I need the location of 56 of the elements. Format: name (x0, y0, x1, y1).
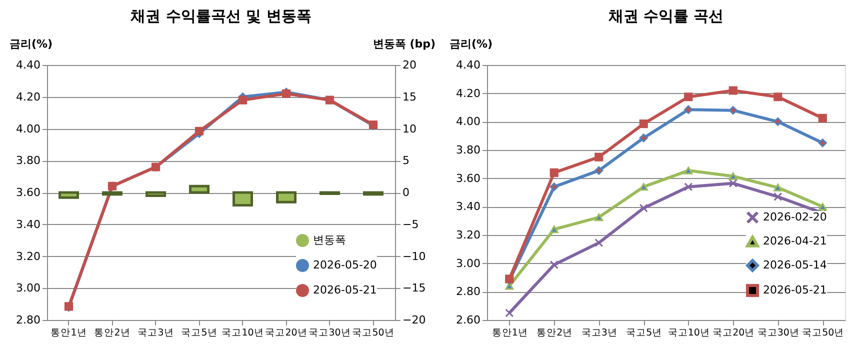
y2-tick-label: 0 (402, 186, 410, 199)
legend-label: 변동폭 (313, 234, 346, 246)
x-tick-label: 국고30년 (308, 328, 351, 338)
y-tick-label: 3.00 (456, 256, 480, 270)
y-tick-label: 4.40 (16, 58, 40, 72)
y-axis-title: 금리(%) (10, 38, 53, 50)
y-tick-label: 3.00 (16, 282, 40, 295)
y-tick-label: 2.80 (16, 314, 40, 326)
y2-tick-label: 10 (402, 122, 416, 136)
chart-title: 채권 수익률 곡선 (607, 7, 724, 25)
y-tick-label: 3.80 (456, 144, 480, 156)
legend-label: 2026-04-21 (763, 234, 827, 248)
y-axis-title: 금리(%) (450, 38, 493, 50)
x-tick-label: 국고30년 (757, 328, 800, 338)
y2-tick-label: 20 (402, 58, 416, 72)
y-tick-label: 3.40 (16, 218, 40, 231)
x-tick-label: 국고3년 (581, 328, 618, 338)
x-tick-label: 국고50년 (352, 328, 394, 338)
y2-axis-title: 변동폭 (bp) (372, 38, 436, 50)
y-tick-label: 4.40 (456, 58, 480, 72)
y-tick-label: 3.20 (456, 228, 480, 242)
y2-tick-label: 5 (402, 154, 410, 168)
chart-title: 채권 수익률곡선 및 변동폭 (130, 7, 312, 25)
y2-tick-label: −20 (402, 314, 426, 326)
x-tick-label: 통안2년 (536, 328, 573, 338)
x-tick-label: 국고20년 (712, 328, 755, 338)
y-tick-label: 2.80 (456, 285, 480, 298)
y-tick-label: 3.60 (16, 186, 40, 199)
y-tick-label: 3.20 (16, 250, 40, 263)
y-tick-label: 3.60 (456, 172, 480, 185)
x-tick-label: 국고3년 (138, 328, 174, 338)
y-tick-label: 4.20 (456, 86, 480, 100)
legend-label: 2026-05-20 (313, 258, 377, 272)
legend-label: 2026-02-20 (763, 210, 827, 224)
y-tick-label: 4.20 (16, 90, 40, 104)
x-tick-label: 통안1년 (492, 328, 528, 338)
x-tick-label: 통안1년 (50, 328, 87, 338)
y-tick-label: 4.00 (456, 115, 480, 128)
x-tick-label: 국고10년 (668, 328, 710, 338)
x-tick-label: 국고50년 (802, 328, 844, 338)
x-tick-label: 국고20년 (265, 328, 308, 338)
y-tick-label: 4.00 (16, 122, 40, 136)
y2-tick-label: −5 (402, 218, 419, 231)
y-tick-label: 3.40 (456, 200, 480, 214)
y2-tick-label: −15 (402, 282, 426, 295)
y2-tick-label: 15 (402, 90, 416, 104)
y-tick-label: 2.60 (456, 314, 480, 326)
x-tick-label: 국고5년 (181, 328, 218, 338)
x-tick-label: 국고5년 (626, 328, 662, 338)
x-tick-label: 국고10년 (222, 328, 264, 338)
x-tick-label: 통안2년 (94, 328, 130, 338)
y2-tick-label: −10 (402, 250, 426, 263)
legend-label: 2026-05-21 (313, 284, 377, 296)
y-tick-label: 3.80 (16, 154, 40, 168)
legend-label: 2026-05-14 (763, 258, 827, 272)
legend-label: 2026-05-21 (763, 284, 827, 296)
